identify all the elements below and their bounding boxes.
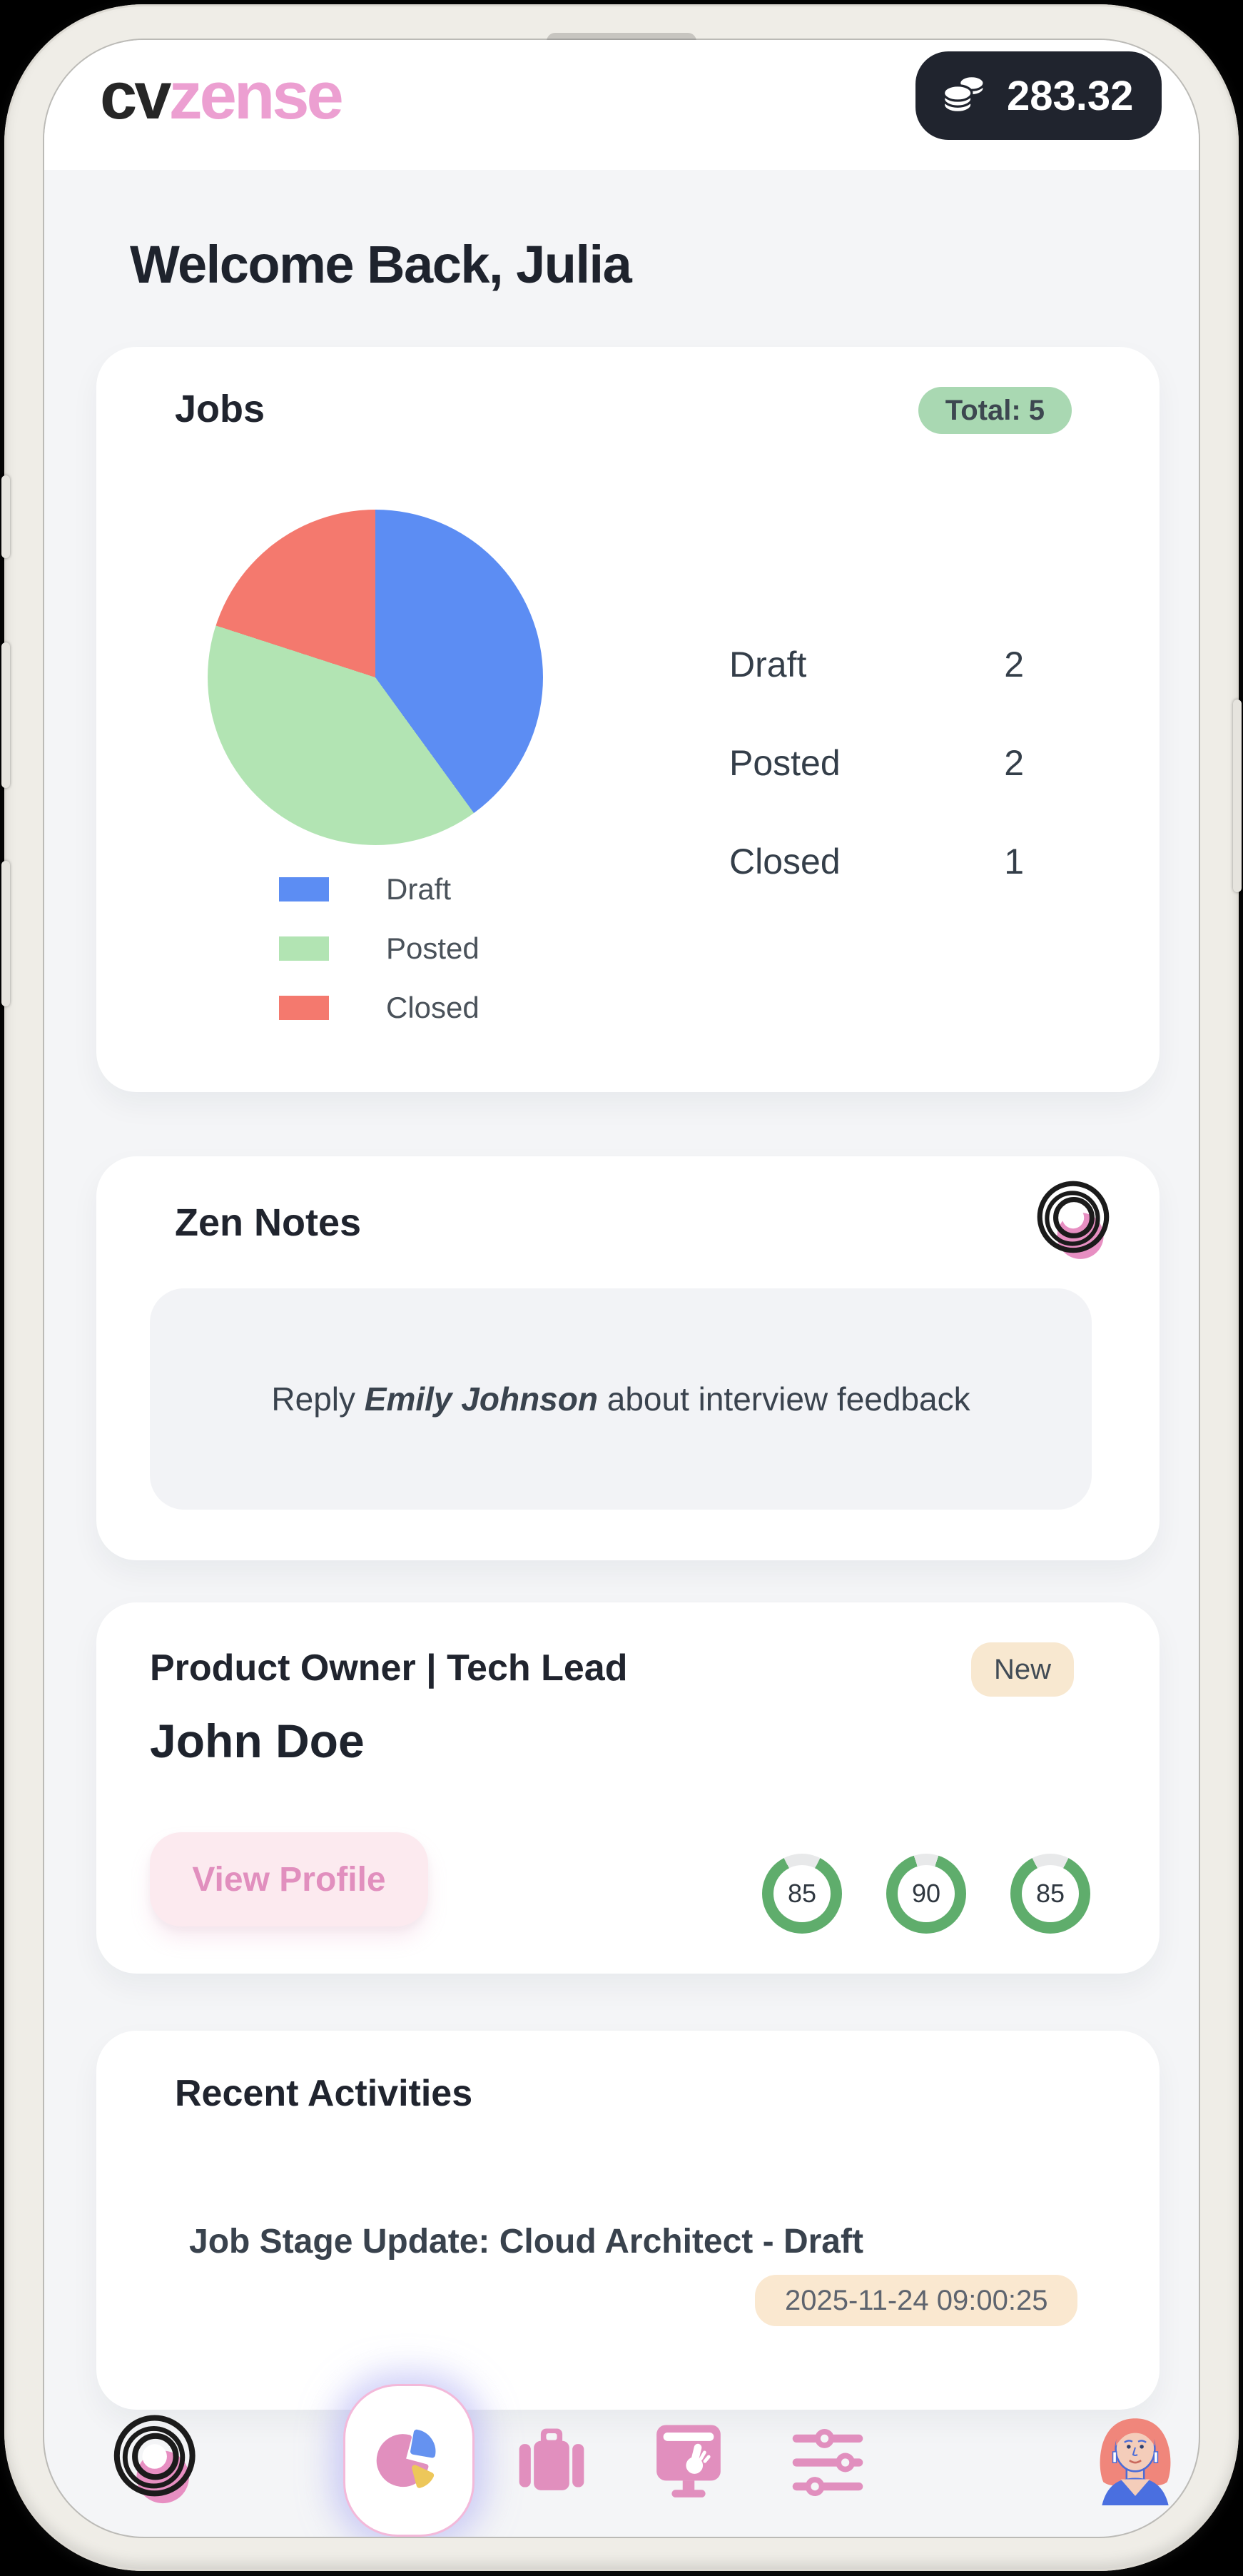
legend-swatch-closed [279,996,329,1020]
welcome-heading: Welcome Back, Julia [130,235,632,294]
new-badge: New [970,1642,1074,1697]
nav-kiosk-monitor-icon[interactable] [646,2418,731,2506]
zen-note-item[interactable]: Reply Emily Johnson about interview feed… [150,1288,1092,1510]
candidate-role: Product Owner | Tech Lead [150,1647,628,1689]
activity-timestamp-badge: 2025-11-24 09:00:25 [755,2275,1078,2326]
score-ring-2: 90 [886,1854,966,1934]
score-value-3: 85 [1035,1879,1065,1908]
candidate-card: Product Owner | Tech Lead New John Doe V… [96,1602,1160,1974]
pie-chart-icon [372,2422,446,2500]
jobs-card-title: Jobs [175,388,265,430]
score-value-1: 85 [787,1879,817,1908]
app-screen: cvzense 283.32 Welcome Back, Julia Jobs [44,40,1199,2537]
stat-value-draft: 2 [1004,645,1024,685]
stat-label-draft: Draft [729,645,807,685]
nav-settings-sliders-icon[interactable] [788,2423,868,2506]
legend-label-posted: Posted [386,931,480,965]
mute-switch[interactable] [1,475,10,558]
app-logo: cvzense [100,58,344,133]
logo-zense: zense [168,58,344,133]
coin-balance-value: 283.32 [1007,72,1134,119]
legend-swatch-posted [279,936,329,961]
score-value-2: 90 [911,1879,941,1908]
stat-row-draft: Draft 2 [729,644,1024,685]
stat-value-posted: 2 [1004,743,1024,783]
jobs-card: Jobs Total: 5 Draft Posted Closed Draft … [96,347,1160,1092]
zen-spiral-icon[interactable] [1031,1176,1118,1267]
nav-dashboard-tab-active[interactable] [343,2384,475,2537]
recent-activities-card: Recent Activities Job Stage Update: Clou… [96,2031,1160,2410]
candidate-name: John Doe [150,1714,365,1767]
legend-label-closed: Closed [386,991,480,1024]
score-ring-1: 85 [762,1854,842,1934]
volume-down-button[interactable] [1,861,10,1006]
coins-icon [935,65,994,127]
stat-label-closed: Closed [729,842,841,882]
nav-zen-home-icon[interactable] [107,2410,206,2512]
volume-up-button[interactable] [1,642,10,788]
coin-balance-pill[interactable]: 283.32 [915,51,1162,140]
zen-note-text: Reply Emily Johnson about interview feed… [271,1380,970,1418]
stat-row-closed: Closed 1 [729,841,1024,882]
legend-item-posted: Posted [279,931,480,966]
legend-swatch-draft [279,877,329,901]
legend-item-draft: Draft [279,872,451,906]
zen-notes-card: Zen Notes Reply Emily Johnson about inte… [96,1156,1160,1560]
activity-item-title[interactable]: Job Stage Update: Cloud Architect - Draf… [189,2223,863,2261]
stat-row-posted: Posted 2 [729,742,1024,784]
score-ring-3: 85 [1010,1854,1090,1934]
stat-label-posted: Posted [729,743,841,783]
nav-profile-avatar[interactable] [1085,2404,1186,2509]
view-profile-button[interactable]: View Profile [150,1832,428,1926]
jobs-total-badge: Total: 5 [918,387,1072,434]
recent-activities-title: Recent Activities [175,2073,473,2114]
nav-jobs-briefcase-icon[interactable] [513,2424,590,2505]
stat-value-closed: 1 [1004,842,1024,882]
power-button[interactable] [1233,699,1242,892]
logo-cv: cv [100,58,172,133]
legend-label-draft: Draft [386,872,452,906]
zen-notes-title: Zen Notes [175,1201,362,1244]
app-header: cvzense 283.32 [44,40,1199,170]
legend-item-closed: Closed [279,991,480,1025]
jobs-pie-chart[interactable] [208,510,543,845]
